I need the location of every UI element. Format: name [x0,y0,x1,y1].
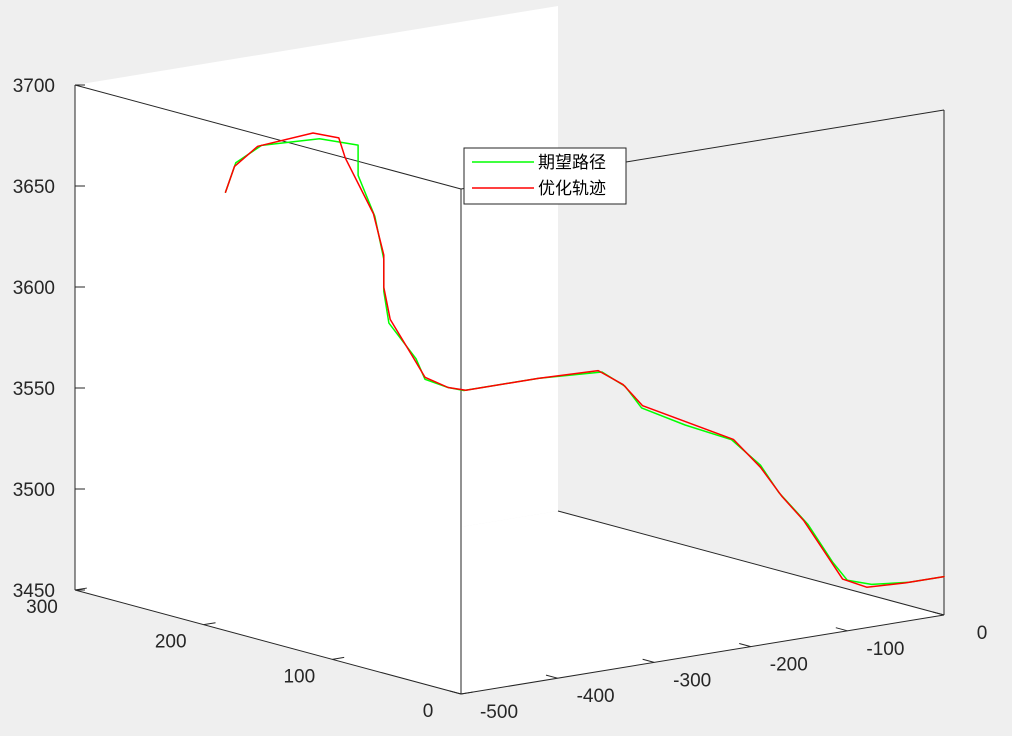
legend-label-series-2: 优化轨迹 [538,179,606,199]
x-axis-line [460,614,945,695]
x-tick-label: -200 [770,655,808,676]
x-tick [545,674,558,679]
y-axis-line [74,589,462,695]
x-tick-label: -100 [866,639,904,660]
box-edge-floor-right [557,510,945,616]
z-tick-label: 3450 [13,581,55,602]
x-tick-label: -300 [673,670,711,691]
x-tick-label: 0 [977,623,988,644]
y-tick-label: 0 [423,701,434,722]
y-tick [460,691,473,695]
z-tick-label: 3600 [13,278,55,299]
legend-box [463,147,627,205]
z-tick-label: 3700 [13,76,55,97]
y-tick [332,656,345,660]
series-line-2 [224,132,945,588]
x-tick [449,690,462,695]
x-tick [642,658,655,663]
y-tick-label: 200 [155,632,187,653]
legend-label-series-1: 期望路径 [538,153,606,173]
axis-ticks [74,84,945,695]
z-tick-label: 3500 [13,480,55,501]
plot-series [224,132,945,588]
x-tick [835,627,848,632]
x-tick-label: -500 [480,702,518,723]
y-tick-label: 300 [26,597,58,618]
side-wall-pane [75,85,461,694]
legend: 期望路径 优化轨迹 [463,147,627,205]
axes-background [75,6,944,694]
x-tick [932,611,945,616]
z-tick-label: 3550 [13,379,55,400]
y-tick [203,622,216,626]
y-tick-label: 100 [283,666,315,687]
x-tick [739,642,751,648]
x-tick-label: -400 [577,686,615,707]
z-tick-label: 3650 [13,177,55,198]
box-edge-top-left [74,84,462,190]
